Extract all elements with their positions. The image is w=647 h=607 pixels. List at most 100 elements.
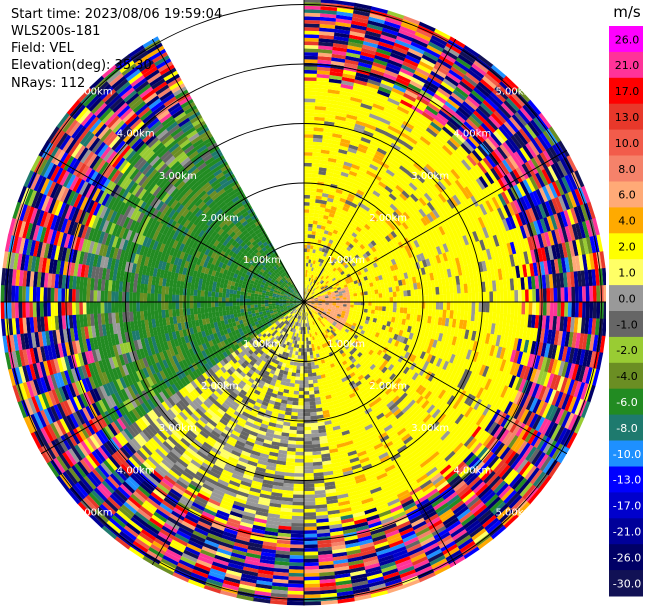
velocity-gate — [435, 309, 440, 318]
velocity-gate — [314, 113, 326, 118]
velocity-gate — [351, 89, 365, 97]
velocity-gate — [387, 125, 400, 134]
velocity-gate — [341, 134, 352, 141]
velocity-gate — [366, 27, 383, 35]
velocity-gate — [454, 60, 470, 73]
velocity-gate — [362, 156, 373, 164]
velocity-gate — [303, 376, 309, 381]
velocity-gate — [319, 266, 323, 271]
velocity-gate — [312, 260, 316, 265]
velocity-gate — [342, 230, 348, 236]
velocity-gate — [324, 175, 333, 181]
velocity-gate — [376, 123, 388, 132]
velocity-gate — [304, 230, 309, 235]
velocity-gate — [355, 173, 365, 180]
velocity-gate — [307, 373, 313, 377]
velocity-gate — [338, 94, 352, 101]
velocity-gate — [423, 83, 438, 94]
velocity-gate — [328, 212, 335, 218]
velocity-gate — [398, 29, 415, 39]
velocity-gate — [303, 576, 320, 581]
velocity-gate — [365, 150, 376, 158]
velocity-gate — [297, 355, 301, 359]
velocity-gate — [377, 89, 391, 98]
velocity-gate — [304, 112, 315, 117]
velocity-gate — [295, 351, 299, 356]
velocity-gate — [316, 73, 330, 79]
velocity-gate — [370, 109, 383, 118]
velocity-gate — [384, 20, 401, 30]
velocity-gate — [342, 238, 348, 244]
velocity-gate — [318, 34, 335, 40]
velocity-gate — [357, 295, 361, 300]
velocity-gate — [368, 196, 377, 204]
velocity-gate — [442, 309, 447, 319]
velocity-gate — [312, 155, 321, 161]
velocity-gate — [339, 145, 349, 152]
velocity-gate — [431, 67, 447, 79]
velocity-gate — [361, 179, 370, 187]
velocity-gate — [314, 260, 319, 265]
velocity-gate — [340, 209, 348, 216]
velocity-gate — [370, 6, 389, 14]
velocity-gate — [408, 132, 420, 142]
velocity-gate — [303, 398, 310, 402]
velocity-gate — [318, 45, 334, 51]
velocity-gate — [313, 138, 323, 143]
velocity-gate — [334, 166, 343, 172]
velocity-gate — [303, 594, 321, 599]
velocity-gate — [306, 337, 309, 342]
velocity-gate — [317, 261, 321, 266]
velocity-gate — [306, 284, 308, 289]
velocity-gate — [387, 59, 403, 68]
velocity-gate — [423, 108, 437, 119]
velocity-gate — [314, 276, 318, 281]
velocity-gate — [294, 383, 300, 388]
velocity-gate — [397, 150, 408, 160]
velocity-gate — [373, 154, 384, 162]
velocity-gate — [292, 505, 304, 510]
velocity-gate — [510, 290, 515, 303]
velocity-gate — [429, 38, 446, 50]
velocity-gate — [319, 27, 336, 33]
velocity-gate — [392, 312, 397, 318]
velocity-gate — [406, 290, 411, 297]
velocity-gate — [389, 302, 394, 308]
velocity-gate — [309, 202, 316, 207]
velocity-gate — [303, 469, 314, 474]
velocity-gate — [353, 82, 367, 90]
velocity-gate — [419, 89, 434, 100]
velocity-gate — [348, 170, 358, 177]
velocity-gate — [304, 252, 307, 256]
velocity-gate — [425, 105, 439, 116]
velocity-gate — [289, 426, 297, 431]
velocity-gate — [303, 587, 321, 592]
velocity-gate — [294, 473, 304, 477]
velocity-gate — [308, 380, 314, 384]
velocity-gate — [352, 160, 362, 167]
velocity-gate — [303, 494, 315, 499]
velocity-gate — [292, 365, 297, 370]
velocity-gate — [366, 23, 384, 32]
velocity-gate — [350, 167, 359, 174]
velocity-gate — [389, 163, 400, 172]
velocity-gate — [306, 255, 310, 260]
velocity-gate — [428, 294, 433, 303]
velocity-gate — [367, 290, 372, 295]
velocity-gate — [414, 98, 428, 109]
velocity-gate — [359, 211, 367, 218]
velocity-gate — [333, 35, 350, 42]
velocity-gate — [309, 198, 316, 203]
velocity-gate — [304, 48, 319, 53]
velocity-gate — [348, 144, 359, 151]
velocity-gate — [417, 288, 422, 296]
velocity-gate — [305, 291, 307, 296]
velocity-gate — [310, 282, 314, 286]
velocity-gate — [546, 288, 551, 303]
velocity-gate — [304, 52, 319, 57]
velocity-gate — [389, 297, 394, 303]
velocity-gate — [450, 66, 466, 78]
velocity-gate — [298, 387, 304, 392]
velocity-gate — [325, 171, 334, 177]
velocity-gate — [348, 34, 365, 41]
